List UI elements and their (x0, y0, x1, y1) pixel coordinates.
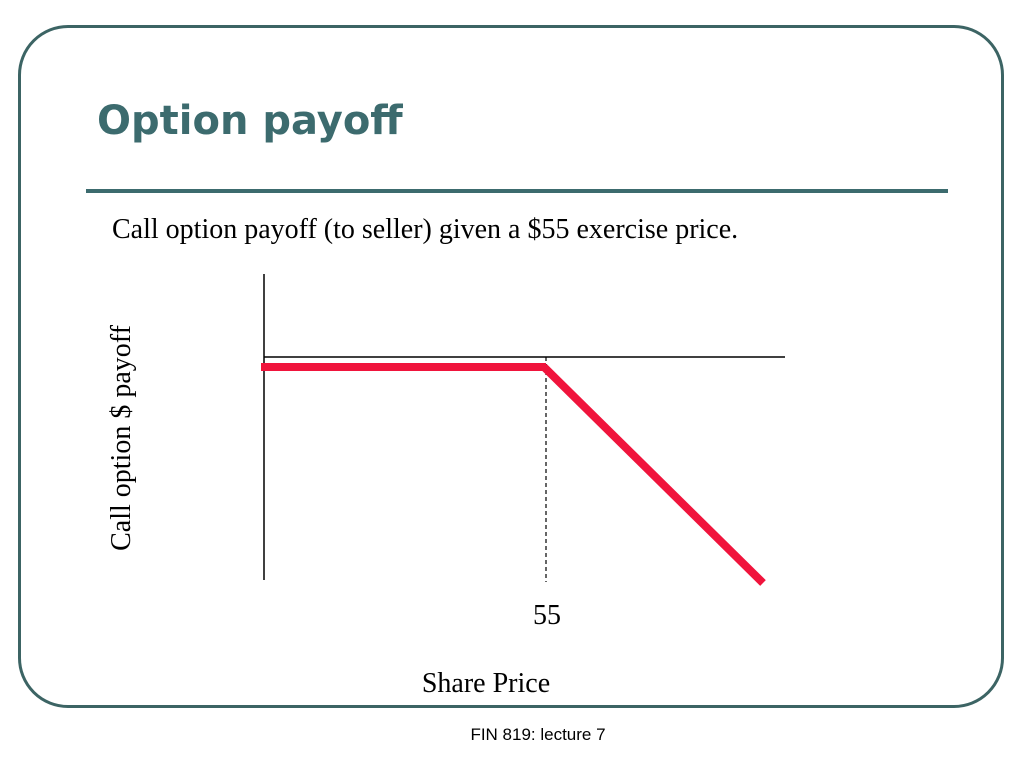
slide-subtitle: Call option payoff (to seller) given a $… (112, 214, 739, 245)
title-divider (86, 189, 948, 193)
x-axis-label: Share Price (421, 668, 551, 699)
slide-frame (18, 25, 1004, 708)
slide-title: Option payoff (97, 98, 403, 144)
slide-footer: FIN 819: lecture 7 (470, 725, 606, 744)
strike-price-label: 55 (533, 600, 561, 631)
payoff-declining-segment (541, 364, 766, 586)
